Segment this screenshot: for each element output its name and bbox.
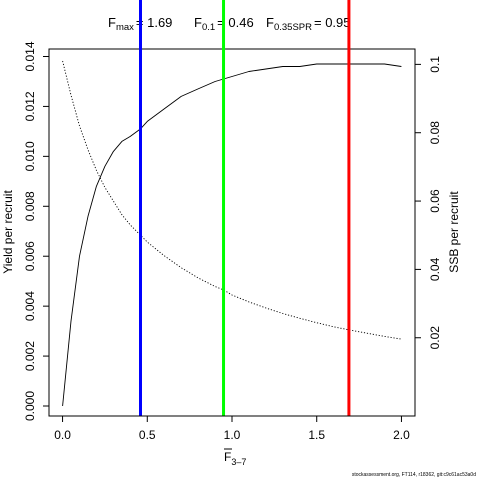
chart-title: Fmax = 1.69 F0.1 = 0.46 F0.35SPR = 0.95 (108, 15, 351, 33)
f01-title-text: F0.1 = 0.46 (194, 15, 254, 33)
x-tick-label: 1.0 (224, 428, 241, 442)
y-left-tick-label: 0.000 (23, 391, 37, 421)
y-right-tick-label: 0.06 (428, 189, 442, 213)
reference-lines (139, 0, 351, 416)
y-left-tick-label: 0.012 (23, 91, 37, 121)
y-left-tick-label: 0.002 (23, 341, 37, 371)
x-axis-label: F3–7 (224, 450, 246, 467)
y-left-tick-label: 0.006 (23, 241, 37, 271)
x-axis: 0.0 0.5 1.0 1.5 2.0 (54, 415, 410, 442)
y-left-tick-label: 0.010 (23, 141, 37, 171)
y-left-axis-label: Yield per recruit (1, 190, 15, 274)
x-tick-label: 2.0 (393, 428, 410, 442)
y-left-tick-label: 0.004 (23, 291, 37, 321)
series-layer (62, 60, 402, 407)
plot-frame (48, 48, 416, 417)
y-right-tick-label: 0.04 (428, 257, 442, 281)
y-right-tick-label: 0.1 (428, 56, 442, 73)
y-right-tick-label: 0.08 (428, 121, 442, 145)
x-tick-label: 0.5 (139, 428, 156, 442)
y-left-tick-label: 0.014 (23, 41, 37, 71)
y-right-axis-label: SSB per recruit (447, 191, 461, 273)
y-right-axis: 0.02 0.04 0.06 0.08 0.1 (414, 56, 442, 350)
x-tick-label: 1.5 (308, 428, 325, 442)
y-right-tick-label: 0.02 (428, 326, 442, 350)
fspr-title-text: F0.35SPR = 0.95 (266, 15, 351, 33)
yield-per-recruit-curve (62, 63, 402, 407)
ssb-per-recruit-curve (62, 60, 402, 340)
fmax-title-text: Fmax = 1.69 (108, 15, 172, 33)
footer-text: stockassessment.org, FT114, r18362, git:… (352, 472, 476, 478)
y-left-axis: 0.000 0.002 0.004 0.006 0.008 0.010 0.012 0.014 (23, 41, 50, 421)
y-left-tick-label: 0.008 (23, 191, 37, 221)
x-tick-label: 0.0 (54, 428, 71, 442)
